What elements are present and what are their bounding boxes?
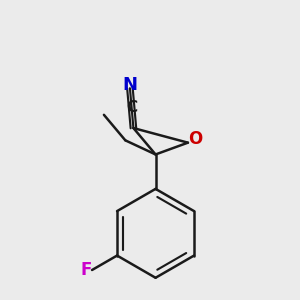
Text: F: F	[81, 261, 92, 279]
Text: O: O	[188, 130, 202, 148]
Text: C: C	[126, 100, 137, 115]
Text: N: N	[122, 76, 137, 94]
